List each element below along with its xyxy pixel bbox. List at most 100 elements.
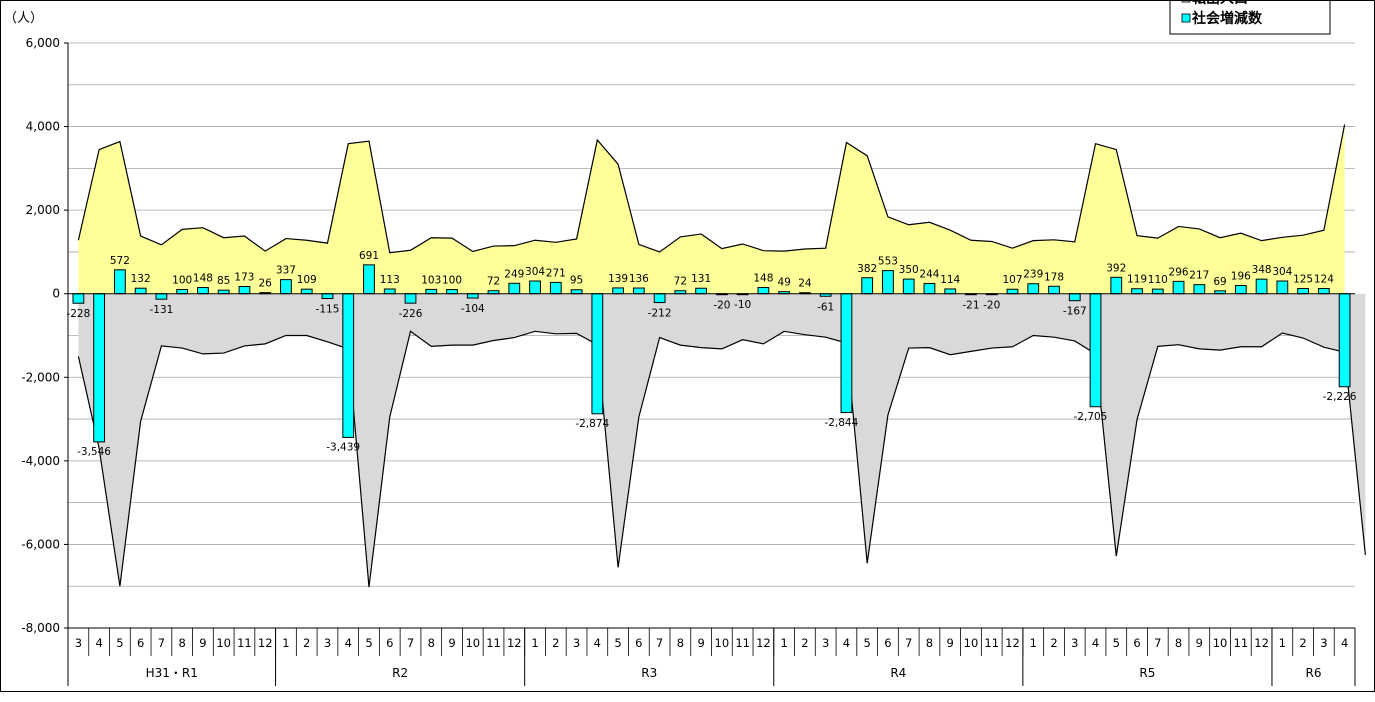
data-label: 136: [629, 273, 649, 285]
x-tick-label: 3: [324, 636, 331, 650]
x-tick-label: 12: [258, 636, 273, 650]
data-label: 113: [380, 274, 400, 286]
x-tick-label: 9: [697, 636, 704, 650]
bar: [1110, 276, 1123, 295]
data-label: 348: [1252, 264, 1272, 276]
bar: [446, 289, 458, 295]
data-label: -20: [983, 300, 1000, 312]
data-label: 72: [487, 276, 500, 288]
data-label: 296: [1169, 266, 1189, 278]
data-label: 553: [878, 256, 898, 268]
x-tick-label: 5: [1113, 636, 1120, 650]
bar: [1027, 283, 1040, 295]
data-label: -115: [316, 304, 340, 316]
data-label: 69: [1213, 276, 1226, 288]
bar: [529, 280, 541, 295]
data-label: -212: [648, 308, 672, 320]
axes: 6,000 4,000 2,000 0 -2,000 -4,000 -6,000 -8,000…: [21, 36, 1356, 686]
data-label: -2,226: [1323, 391, 1357, 403]
bar: [944, 288, 957, 295]
data-label: 304: [1272, 266, 1292, 278]
x-tick-label: 8: [179, 636, 186, 650]
area-series: [77, 124, 1366, 588]
data-label: 95: [570, 275, 583, 287]
bar: [321, 293, 334, 300]
bar: [1089, 293, 1102, 408]
x-tick-label: 7: [905, 636, 912, 650]
bar: [1193, 284, 1206, 295]
bar: [1338, 293, 1351, 388]
legend-label: 社会増減数: [1191, 10, 1263, 27]
bar: [176, 289, 189, 295]
bar: [114, 269, 126, 295]
bar: [155, 293, 168, 300]
data-label: -226: [399, 308, 423, 320]
y-tick-label: 0: [52, 287, 60, 301]
data-label: 110: [1148, 274, 1168, 286]
bar: [840, 293, 853, 414]
x-tick-label: 1: [780, 636, 787, 650]
group-label: R6: [1305, 666, 1321, 680]
x-tick-label: 7: [1154, 636, 1161, 650]
x-tick-label: 6: [386, 636, 393, 650]
bar: [632, 287, 645, 295]
x-tick-label: 4: [95, 636, 102, 650]
x-tick-label: 11: [735, 636, 750, 650]
x-tick-label: 4: [1341, 636, 1348, 650]
x-tick-label: 11: [1234, 636, 1249, 650]
group-label: H31・R1: [146, 666, 198, 680]
data-label: -2,874: [575, 418, 609, 430]
y-tick-label: 2,000: [26, 203, 60, 217]
data-label: 107: [1002, 274, 1022, 286]
data-label: 125: [1293, 273, 1313, 285]
data-label: 109: [297, 274, 317, 286]
data-label: 244: [919, 269, 939, 281]
x-tick-label: 7: [158, 636, 165, 650]
bar: [1048, 285, 1060, 295]
bar: [197, 287, 209, 295]
data-label: 148: [753, 273, 773, 285]
bar: [757, 287, 770, 295]
bar: [570, 289, 583, 295]
data-label: 72: [674, 276, 687, 288]
x-tick-label: 9: [199, 636, 206, 650]
y-axis-unit-label: （人）: [4, 11, 43, 26]
x-tick-label: 7: [656, 636, 663, 650]
x-tick-label: 12: [1254, 636, 1269, 650]
bar: [1234, 285, 1247, 295]
data-label: 572: [110, 255, 130, 267]
x-tick-label: 1: [531, 636, 538, 650]
bar: [1276, 280, 1289, 295]
data-label: -61: [817, 301, 834, 313]
y-tick-label: -4,000: [21, 454, 60, 468]
bar: [1317, 288, 1330, 295]
group-label: R2: [392, 666, 408, 680]
data-label: 49: [777, 277, 790, 289]
data-label: 178: [1044, 271, 1064, 283]
bar: [508, 282, 521, 295]
x-tick-label: 6: [137, 636, 144, 650]
x-tick-label: 10: [964, 636, 979, 650]
x-tick-label: 5: [614, 636, 621, 650]
data-label: 337: [276, 265, 296, 277]
x-tick-label: 2: [303, 636, 310, 650]
area-outflow-fill: [78, 293, 1366, 588]
data-label: -131: [149, 304, 173, 316]
data-label: 196: [1231, 271, 1251, 283]
data-label: 131: [691, 273, 711, 285]
legend-swatch: [1181, 13, 1191, 23]
data-label: 139: [608, 273, 628, 285]
x-tick-label: 10: [216, 636, 231, 650]
x-tick-label: 8: [428, 636, 435, 650]
data-label: -3,546: [77, 446, 111, 458]
data-label: -20: [713, 300, 730, 312]
data-label: 382: [857, 263, 877, 275]
x-tick-label: 4: [594, 636, 601, 650]
bar: [280, 279, 292, 295]
x-tick-label: 8: [1175, 636, 1182, 650]
x-tick-label: 11: [237, 636, 252, 650]
y-tick-label: -2,000: [21, 370, 60, 384]
x-tick-label: 1: [282, 636, 289, 650]
data-label: -167: [1063, 306, 1087, 318]
